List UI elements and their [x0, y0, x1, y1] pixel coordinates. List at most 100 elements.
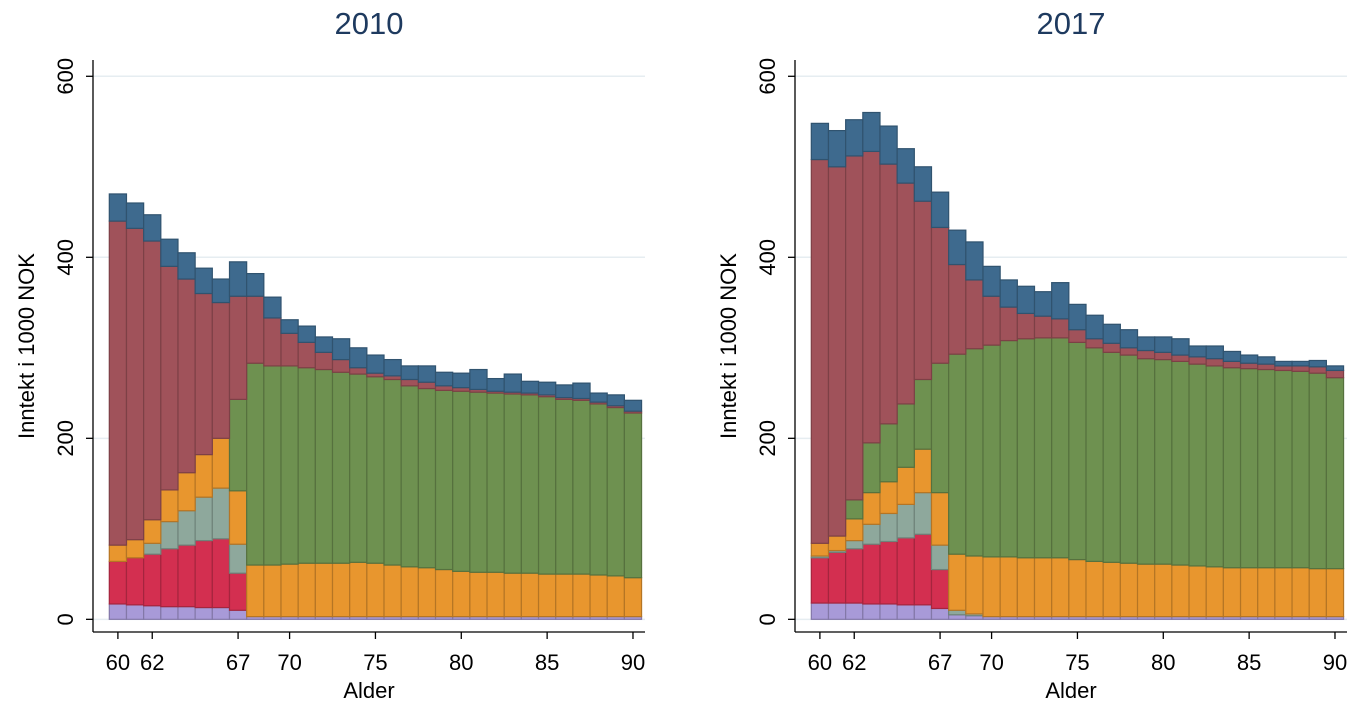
bar-segment: [194, 454, 213, 498]
bar-segment: [177, 278, 196, 474]
bar-segment: [366, 562, 385, 618]
bar-segment: [263, 564, 282, 618]
bar-segment: [1274, 567, 1293, 618]
bar-segment: [1016, 557, 1036, 618]
bar-segment: [177, 510, 196, 546]
bar-segment: [160, 548, 179, 608]
bar-segment: [1308, 568, 1327, 618]
x-tick-label: 67: [226, 650, 250, 675]
bar-segment: [1085, 314, 1104, 340]
bar-segment: [1154, 358, 1173, 565]
bar-segment: [246, 564, 265, 618]
y-tick-label: 400: [755, 239, 780, 276]
y-tick-label: 200: [53, 420, 78, 457]
bar-segment: [572, 399, 591, 575]
bar-segment: [452, 390, 471, 572]
bar-segment: [331, 358, 351, 373]
x-tick-label: 67: [928, 650, 952, 675]
bar-segment: [982, 265, 1001, 297]
bar-segment: [125, 539, 145, 559]
bar-segment: [1102, 342, 1121, 353]
bar-segment: [1051, 557, 1070, 618]
bar-segment: [1188, 356, 1207, 365]
bar-segment: [194, 267, 213, 295]
bar-segment: [280, 319, 299, 334]
bar-segment: [1033, 337, 1053, 559]
bar-segment: [297, 562, 316, 618]
bar-segment: [999, 339, 1018, 558]
bar-segment: [503, 572, 522, 618]
bar-segment: [228, 295, 248, 400]
bar-segment: [1205, 345, 1224, 360]
bar-segment: [810, 122, 830, 161]
bar-segment: [1016, 285, 1036, 315]
bar-segment: [896, 403, 915, 468]
bar-segment: [965, 241, 984, 281]
bar-segment: [211, 538, 231, 609]
bar-segment: [623, 412, 643, 579]
bar-segment: [999, 306, 1018, 342]
bar-segment: [862, 442, 881, 494]
bar-segment: [1136, 358, 1156, 565]
bar-segment: [1085, 338, 1104, 349]
bar-segment: [930, 226, 950, 364]
bar-segment: [1102, 323, 1121, 344]
bar-segment: [999, 556, 1018, 618]
bar-segment: [845, 119, 864, 157]
bar-segment: [417, 381, 437, 390]
bar-segment: [160, 265, 179, 491]
bar-segment: [314, 351, 334, 371]
bar-segment: [1274, 369, 1293, 569]
bar-segment: [589, 403, 608, 576]
bar-segment: [1291, 365, 1310, 372]
bar-segment: [862, 523, 881, 545]
bar-segment: [452, 372, 471, 389]
bar-segment: [1102, 351, 1121, 563]
bar-segment: [1171, 564, 1190, 618]
bar-segment: [108, 560, 128, 605]
bar-segment: [1102, 561, 1121, 618]
bar-segment: [143, 519, 162, 544]
bar-segment: [108, 220, 128, 546]
x-tick-label: 70: [277, 650, 301, 675]
bar-segment: [228, 261, 248, 297]
bar-segment: [177, 472, 196, 512]
bar-segment: [503, 373, 522, 393]
bar-segment: [1085, 560, 1104, 618]
bar-segment: [1136, 563, 1156, 618]
bar-segment: [845, 155, 864, 501]
bar-segment: [297, 341, 316, 369]
bar-segment: [1274, 360, 1293, 367]
bar-segment: [1222, 350, 1242, 362]
bar-segment: [862, 150, 881, 444]
bar-segment: [1068, 558, 1087, 618]
bar-segment: [400, 378, 419, 387]
bar-segment: [366, 354, 385, 374]
bar-segment: [125, 604, 145, 620]
bar-segment: [143, 214, 162, 242]
bar-segment: [1068, 329, 1087, 343]
bar-segment: [913, 448, 933, 494]
bar-segment: [280, 365, 299, 565]
bar-segment: [108, 193, 128, 222]
bar-segment: [1171, 338, 1190, 356]
bar-segment: [125, 202, 145, 229]
bar-segment: [469, 368, 488, 391]
bar-segment: [1119, 354, 1139, 564]
bar-segment: [1257, 368, 1276, 569]
x-tick-label: 85: [1237, 650, 1261, 675]
bar-segment: [1291, 567, 1310, 618]
bar-segment: [1033, 291, 1053, 317]
bar-segment: [349, 347, 368, 369]
bar-segment: [810, 602, 830, 620]
bar-segment: [1274, 365, 1293, 372]
bar-segment: [246, 272, 265, 297]
bar-segment: [228, 398, 248, 492]
bar-segment: [845, 602, 864, 620]
bar-segment: [606, 406, 625, 577]
bar-segment: [827, 166, 847, 537]
bar-segment: [948, 609, 967, 616]
bar-segment: [827, 129, 847, 168]
bar-segment: [879, 125, 898, 165]
bar-segment: [314, 368, 334, 564]
